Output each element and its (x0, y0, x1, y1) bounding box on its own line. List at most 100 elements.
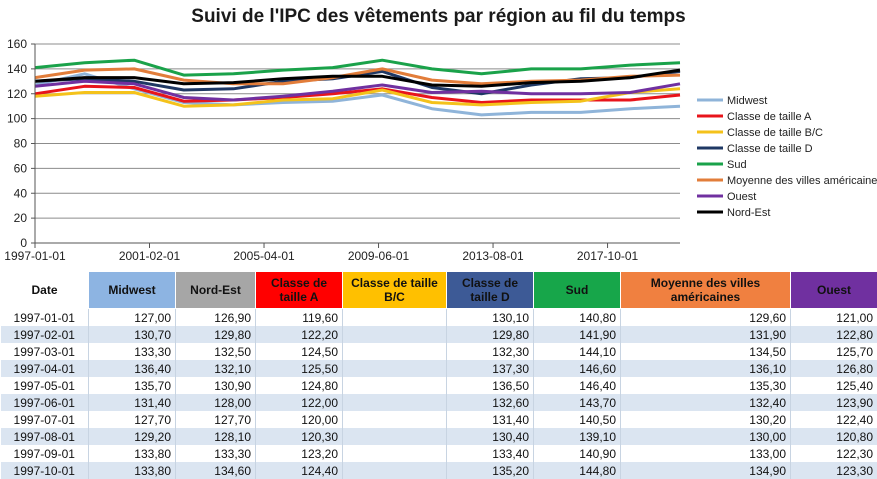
table-cell: 1997-01-01 (1, 309, 89, 327)
legend-entry: Nord-Est (727, 207, 770, 219)
table-cell: 124,80 (256, 377, 343, 394)
table-cell: 137,30 (447, 360, 534, 377)
table-cell: 132,30 (447, 343, 534, 360)
table-cell: 1997-06-01 (1, 394, 89, 411)
table-cell: 120,30 (256, 428, 343, 445)
table-cell: 120,00 (256, 411, 343, 428)
table-cell: 139,10 (534, 428, 621, 445)
table-cell: 140,80 (534, 309, 621, 327)
table-cell: 132,40 (621, 394, 791, 411)
table-cell (343, 377, 447, 394)
legend-entry: Moyenne des villes américaines (727, 175, 877, 187)
table-cell: 133,80 (89, 462, 176, 479)
y-tick-label: 40 (14, 186, 28, 200)
table-cell (343, 326, 447, 343)
table-cell: 124,50 (256, 343, 343, 360)
table-cell: 132,50 (176, 343, 256, 360)
table-cell (343, 462, 447, 479)
table-cell: 129,80 (176, 326, 256, 343)
table-cell: 1997-05-01 (1, 377, 89, 394)
table-cell: 140,50 (534, 411, 621, 428)
table-cell (343, 445, 447, 462)
table-cell: 123,90 (791, 394, 877, 411)
y-tick-label: 140 (7, 62, 27, 76)
column-header: Classe de taille A (256, 272, 343, 309)
table-cell: 135,20 (447, 462, 534, 479)
table-cell: 146,40 (534, 377, 621, 394)
table-cell: 127,70 (89, 411, 176, 428)
y-tick-label: 160 (7, 37, 27, 51)
table-cell: 136,40 (89, 360, 176, 377)
x-tick-label: 2001-02-01 (119, 249, 181, 263)
column-header: Classe de taille B/C (343, 272, 447, 309)
table-cell: 124,40 (256, 462, 343, 479)
table-cell: 130,70 (89, 326, 176, 343)
y-tick-label: 20 (14, 211, 28, 225)
table-cell: 134,60 (176, 462, 256, 479)
table-cell: 135,30 (621, 377, 791, 394)
table-cell: 130,40 (447, 428, 534, 445)
table-cell: 1997-03-01 (1, 343, 89, 360)
x-tick-label: 2013-08-01 (462, 249, 524, 263)
table-cell: 129,60 (621, 309, 791, 327)
y-tick-label: 0 (20, 236, 27, 250)
table-cell: 130,20 (621, 411, 791, 428)
table-cell: 126,80 (791, 360, 877, 377)
y-tick-label: 120 (7, 87, 27, 101)
table-cell (343, 428, 447, 445)
column-header: Ouest (791, 272, 877, 309)
y-tick-label: 80 (14, 137, 28, 151)
column-header: Nord-Est (176, 272, 256, 309)
table-cell: 119,60 (256, 309, 343, 327)
column-header: Date (1, 272, 89, 309)
table-cell (343, 411, 447, 428)
table-cell: 133,80 (89, 445, 176, 462)
column-header: Classe de taille D (447, 272, 534, 309)
table-cell: 133,30 (176, 445, 256, 462)
x-tick-label: 1997-01-01 (4, 249, 66, 263)
table-cell: 126,90 (176, 309, 256, 327)
table-cell: 1997-09-01 (1, 445, 89, 462)
table-cell: 131,40 (89, 394, 176, 411)
column-header: Moyenne des villes américaines (621, 272, 791, 309)
table-cell: 131,40 (447, 411, 534, 428)
table-cell: 133,30 (89, 343, 176, 360)
table-cell: 144,10 (534, 343, 621, 360)
table-cell: 130,10 (447, 309, 534, 327)
table-cell: 1997-04-01 (1, 360, 89, 377)
table-cell: 1997-10-01 (1, 462, 89, 479)
table-cell: 131,90 (621, 326, 791, 343)
table-cell: 127,70 (176, 411, 256, 428)
table-cell: 125,40 (791, 377, 877, 394)
table-cell: 136,10 (621, 360, 791, 377)
table-cell: 125,50 (256, 360, 343, 377)
table-cell: 123,20 (256, 445, 343, 462)
table-cell: 141,90 (534, 326, 621, 343)
table-cell: 128,00 (176, 394, 256, 411)
table-cell: 122,00 (256, 394, 343, 411)
x-tick-label: 2009-06-01 (348, 249, 410, 263)
x-tick-label: 2005-04-01 (233, 249, 295, 263)
legend-entry: Classe de taille B/C (727, 127, 823, 139)
table-cell: 122,30 (791, 445, 877, 462)
table-cell: 1997-07-01 (1, 411, 89, 428)
table-cell: 135,70 (89, 377, 176, 394)
table-cell (343, 360, 447, 377)
table-cell (343, 309, 447, 327)
legend-entry: Sud (727, 159, 747, 171)
table-cell: 122,80 (791, 326, 877, 343)
table-cell: 122,40 (791, 411, 877, 428)
table-cell: 144,80 (534, 462, 621, 479)
table-cell: 143,70 (534, 394, 621, 411)
y-tick-label: 100 (7, 112, 27, 126)
table-cell: 132,10 (176, 360, 256, 377)
table-cell: 128,10 (176, 428, 256, 445)
